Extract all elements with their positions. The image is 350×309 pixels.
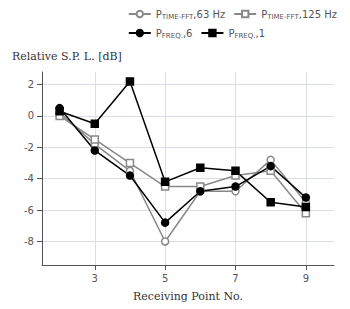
svg-text:-2: -2 bbox=[24, 142, 34, 153]
svg-text:0: 0 bbox=[28, 110, 34, 121]
svg-text:-8: -8 bbox=[24, 236, 34, 247]
svg-text:7: 7 bbox=[232, 273, 238, 284]
svg-text:,1: ,1 bbox=[256, 28, 266, 39]
svg-text:5: 5 bbox=[162, 273, 168, 284]
svg-text:9: 9 bbox=[303, 273, 309, 284]
svg-text:P: P bbox=[155, 8, 162, 20]
svg-text:2: 2 bbox=[28, 79, 34, 90]
svg-text:TIME-FFT: TIME-FFT bbox=[266, 13, 299, 21]
svg-text:Receiving Point No.: Receiving Point No. bbox=[133, 290, 243, 303]
svg-text:,6: ,6 bbox=[183, 28, 193, 39]
svg-text:,63 Hz: ,63 Hz bbox=[193, 9, 225, 20]
svg-text:P: P bbox=[261, 8, 268, 20]
svg-text:P: P bbox=[228, 27, 235, 39]
svg-text:3: 3 bbox=[92, 273, 98, 284]
svg-text:P: P bbox=[155, 27, 162, 39]
svg-text:-4: -4 bbox=[24, 173, 34, 184]
svg-text:FREQ.: FREQ. bbox=[234, 32, 255, 40]
svg-text:Relative S.P. L. [dB]: Relative S.P. L. [dB] bbox=[12, 50, 122, 63]
svg-text:,125 Hz: ,125 Hz bbox=[299, 9, 337, 20]
svg-text:FREQ.: FREQ. bbox=[162, 32, 183, 40]
svg-text:TIME-FFT: TIME-FFT bbox=[161, 13, 194, 21]
svg-text:-6: -6 bbox=[24, 205, 34, 216]
